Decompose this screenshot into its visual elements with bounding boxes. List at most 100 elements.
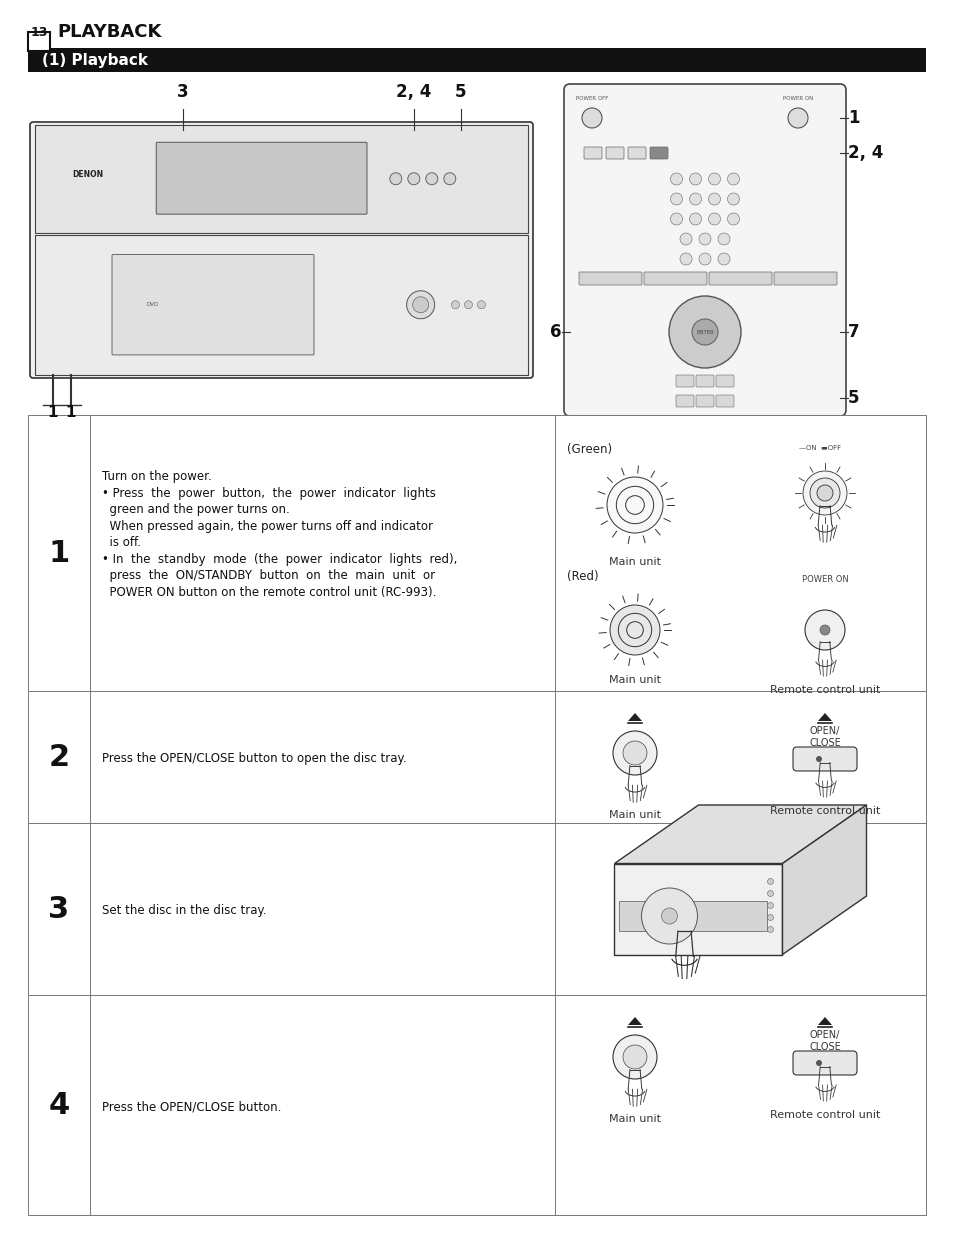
Text: 3: 3 (177, 83, 189, 101)
Bar (35, 235, 527, 375)
Bar (28, 32, 50, 51)
Text: Remote control unit: Remote control unit (769, 807, 880, 816)
FancyBboxPatch shape (643, 272, 706, 285)
FancyBboxPatch shape (605, 147, 623, 160)
FancyBboxPatch shape (676, 375, 693, 387)
Circle shape (708, 213, 720, 225)
Bar (28, 48, 925, 72)
Text: green and the power turns on.: green and the power turns on. (102, 503, 290, 516)
Circle shape (679, 254, 691, 265)
Circle shape (689, 213, 700, 225)
Circle shape (699, 233, 710, 245)
Text: 2, 4: 2, 4 (847, 143, 882, 162)
Bar (35, 125, 527, 233)
Circle shape (708, 193, 720, 205)
Bar (28, 414, 925, 691)
FancyBboxPatch shape (563, 84, 845, 416)
Circle shape (670, 173, 681, 186)
Text: —ON  ▬OFF: —ON ▬OFF (798, 445, 841, 452)
FancyBboxPatch shape (696, 395, 713, 407)
Text: ENTER: ENTER (696, 329, 713, 334)
Circle shape (767, 927, 773, 933)
Text: 2, 4: 2, 4 (395, 83, 431, 101)
Circle shape (767, 914, 773, 920)
Circle shape (804, 610, 844, 649)
Circle shape (691, 319, 718, 345)
Bar (28, 995, 925, 1215)
Polygon shape (614, 863, 781, 955)
Text: Turn on the power.: Turn on the power. (102, 470, 212, 484)
Text: 6: 6 (550, 323, 561, 341)
Circle shape (406, 291, 435, 319)
Text: 1: 1 (48, 404, 58, 421)
Text: 4: 4 (49, 1091, 70, 1119)
Polygon shape (781, 805, 865, 955)
Text: POWER ON: POWER ON (782, 96, 812, 101)
FancyBboxPatch shape (112, 255, 314, 355)
Circle shape (727, 213, 739, 225)
Text: POWER OFF: POWER OFF (576, 96, 608, 101)
Circle shape (767, 878, 773, 884)
FancyBboxPatch shape (676, 395, 693, 407)
FancyBboxPatch shape (696, 375, 713, 387)
FancyBboxPatch shape (156, 142, 367, 214)
Text: • In  the  standby  mode  (the  power  indicator  lights  red),: • In the standby mode (the power indicat… (102, 553, 456, 565)
FancyBboxPatch shape (773, 272, 836, 285)
Text: POWER ON: POWER ON (801, 575, 847, 584)
FancyBboxPatch shape (708, 272, 771, 285)
Text: PLAYBACK: PLAYBACK (57, 24, 161, 41)
Text: 3: 3 (49, 894, 70, 924)
Text: 1: 1 (66, 404, 76, 421)
Circle shape (625, 496, 643, 515)
Text: Main unit: Main unit (608, 675, 660, 685)
Text: • Press  the  power  button,  the  power  indicator  lights: • Press the power button, the power indi… (102, 486, 436, 500)
Circle shape (816, 485, 832, 501)
Circle shape (443, 173, 456, 184)
Circle shape (626, 622, 642, 638)
Text: Remote control unit: Remote control unit (769, 685, 880, 695)
Text: 1: 1 (49, 538, 70, 568)
Circle shape (670, 213, 681, 225)
Circle shape (727, 173, 739, 186)
Text: POWER ON button on the remote control unit (RC-993).: POWER ON button on the remote control un… (102, 585, 436, 599)
Bar (28, 823, 925, 995)
Circle shape (815, 1060, 821, 1066)
Text: (Green): (Green) (566, 443, 612, 456)
Text: Main unit: Main unit (608, 557, 660, 567)
Text: OPEN/
CLOSE: OPEN/ CLOSE (808, 726, 840, 747)
Text: Press the OPEN/CLOSE button.: Press the OPEN/CLOSE button. (102, 1100, 281, 1113)
Circle shape (616, 486, 653, 523)
FancyBboxPatch shape (792, 1051, 856, 1075)
Circle shape (464, 301, 472, 309)
Text: 13: 13 (30, 26, 48, 38)
Text: 2: 2 (49, 742, 70, 772)
Circle shape (787, 108, 807, 127)
FancyBboxPatch shape (578, 272, 641, 285)
Text: 5: 5 (847, 388, 859, 407)
FancyBboxPatch shape (716, 375, 733, 387)
FancyBboxPatch shape (583, 147, 601, 160)
Circle shape (581, 108, 601, 127)
Circle shape (390, 173, 401, 184)
Circle shape (451, 301, 459, 309)
Circle shape (718, 254, 729, 265)
Circle shape (802, 471, 846, 515)
Text: Remote control unit: Remote control unit (769, 1110, 880, 1119)
Circle shape (476, 301, 485, 309)
Circle shape (670, 193, 681, 205)
Circle shape (622, 741, 646, 764)
Circle shape (660, 908, 677, 924)
Circle shape (618, 614, 651, 647)
Text: is off.: is off. (102, 536, 141, 549)
Bar (618, 901, 767, 931)
Circle shape (689, 173, 700, 186)
Text: (Red): (Red) (566, 570, 598, 583)
FancyBboxPatch shape (716, 395, 733, 407)
Circle shape (613, 1035, 657, 1079)
Bar (28, 691, 925, 823)
Text: 5: 5 (455, 83, 466, 101)
Circle shape (613, 731, 657, 776)
Circle shape (699, 254, 710, 265)
Circle shape (413, 297, 428, 313)
Circle shape (689, 193, 700, 205)
